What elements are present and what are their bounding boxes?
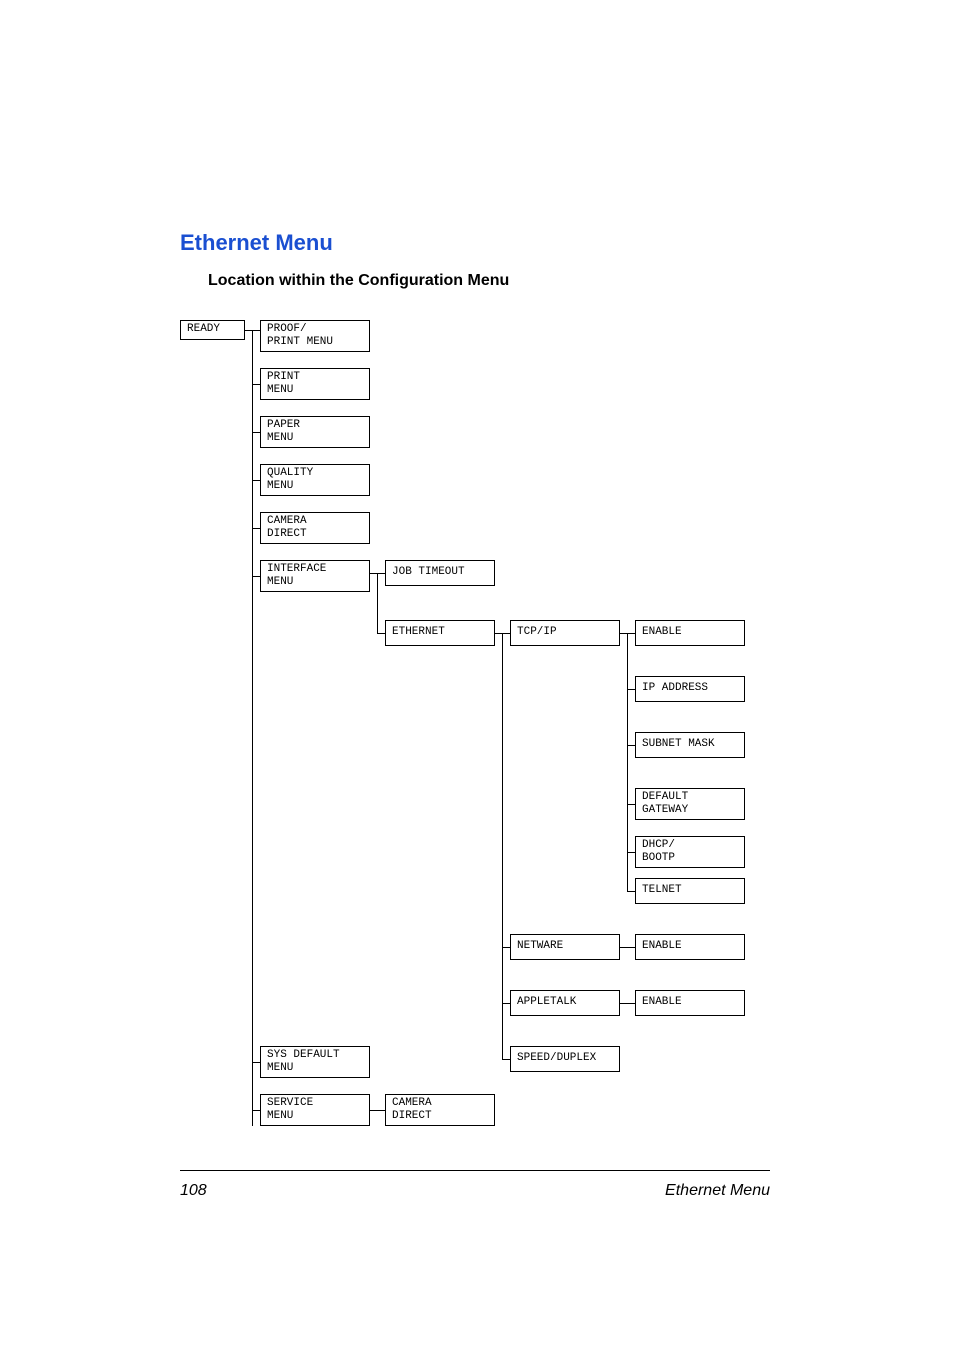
menu-node-camdir2: CAMERA DIRECT	[385, 1094, 495, 1126]
connector	[252, 1062, 260, 1063]
connector	[627, 804, 635, 805]
connector	[370, 1110, 385, 1111]
menu-node-subnet: SUBNET MASK	[635, 732, 745, 758]
connector	[252, 480, 260, 481]
page-title: Ethernet Menu	[180, 230, 770, 256]
connector	[627, 745, 635, 746]
connector	[502, 1059, 510, 1060]
footer-text: Ethernet Menu	[665, 1182, 770, 1200]
menu-node-gateway: DEFAULT GATEWAY	[635, 788, 745, 820]
menu-node-quality: QUALITY MENU	[260, 464, 370, 496]
connector	[502, 947, 510, 948]
menu-node-speed: SPEED/DUPLEX	[510, 1046, 620, 1072]
connector	[252, 432, 260, 433]
connector	[627, 689, 635, 690]
menu-node-enable1: ENABLE	[635, 620, 745, 646]
connector	[502, 633, 503, 1059]
connector	[377, 633, 385, 634]
connector	[252, 528, 260, 529]
menu-tree-diagram: READY PROOF/ PRINT MENU PRINT MENU PAPER ME…	[180, 320, 770, 1140]
menu-node-camera: CAMERA DIRECT	[260, 512, 370, 544]
connector	[252, 1110, 260, 1111]
menu-node-paper: PAPER MENU	[260, 416, 370, 448]
connector	[620, 947, 635, 948]
menu-node-appletalk: APPLETALK	[510, 990, 620, 1016]
menu-node-tcpip: TCP/IP	[510, 620, 620, 646]
menu-node-netware: NETWARE	[510, 934, 620, 960]
connector	[627, 852, 635, 853]
menu-node-ethernet: ETHERNET	[385, 620, 495, 646]
page-subtitle: Location within the Configuration Menu	[208, 272, 770, 290]
menu-node-print: PRINT MENU	[260, 368, 370, 400]
menu-node-ready: READY	[180, 320, 245, 340]
menu-node-service: SERVICE MENU	[260, 1094, 370, 1126]
menu-node-telnet: TELNET	[635, 878, 745, 904]
menu-node-ipaddr: IP ADDRESS	[635, 676, 745, 702]
menu-node-enable3: ENABLE	[635, 990, 745, 1016]
page-number: 108	[180, 1182, 207, 1200]
menu-node-proof: PROOF/ PRINT MENU	[260, 320, 370, 352]
menu-node-enable2: ENABLE	[635, 934, 745, 960]
connector	[627, 891, 635, 892]
menu-node-dhcp: DHCP/ BOOTP	[635, 836, 745, 868]
menu-node-interface: INTERFACE MENU	[260, 560, 370, 592]
connector	[502, 1003, 510, 1004]
connector	[620, 1003, 635, 1004]
footer-rule	[180, 1170, 770, 1171]
connector	[252, 330, 253, 1126]
connector	[252, 384, 260, 385]
connector	[377, 573, 378, 633]
connector	[252, 576, 260, 577]
menu-node-sysdef: SYS DEFAULT MENU	[260, 1046, 370, 1078]
menu-node-job_timeout: JOB TIMEOUT	[385, 560, 495, 586]
